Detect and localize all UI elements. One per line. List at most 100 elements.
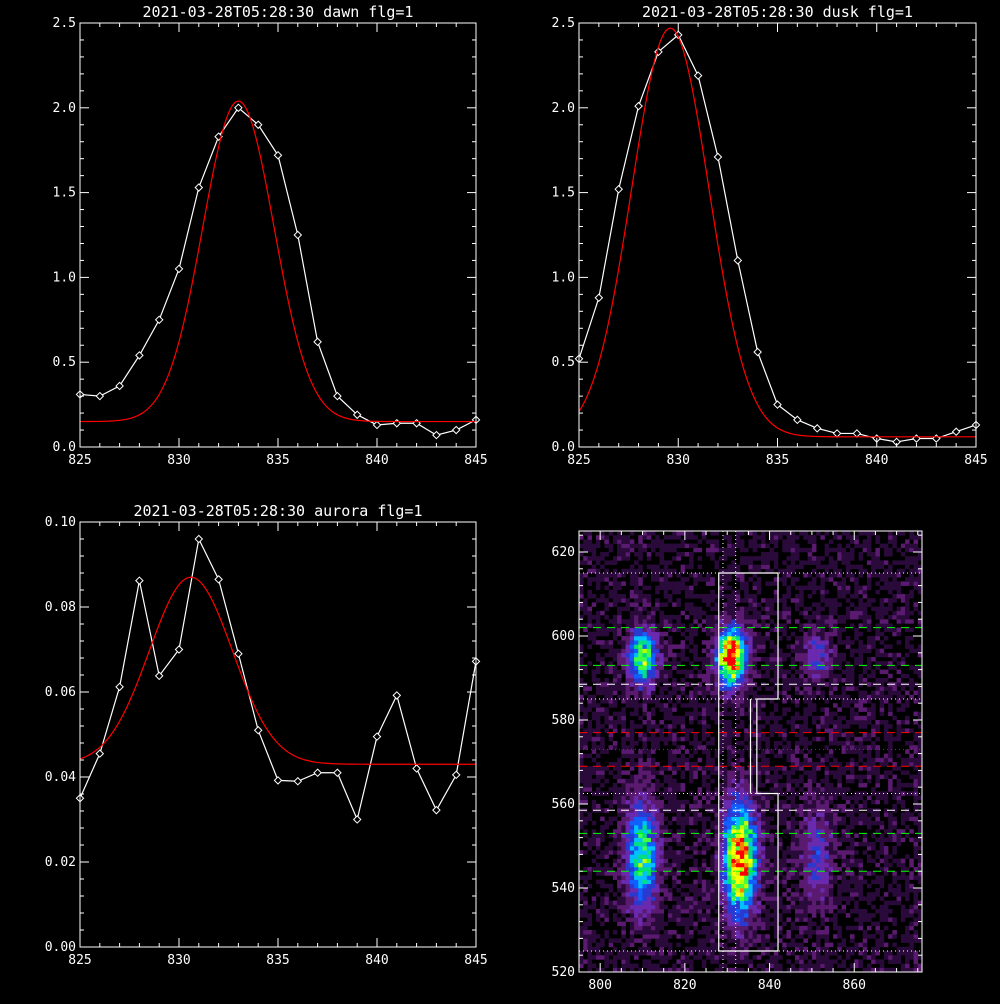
heatmap-cell: [795, 913, 800, 918]
heatmap-cell: [613, 560, 618, 565]
heatmap-cell: [659, 846, 664, 851]
heatmap-cell: [689, 913, 694, 918]
heatmap-cell: [825, 863, 830, 868]
heatmap-cell: [655, 703, 660, 708]
heatmap-cell: [604, 628, 609, 633]
heatmap-cell: [710, 548, 715, 553]
heatmap-cell: [761, 926, 766, 931]
heatmap-cell: [812, 665, 817, 670]
heatmap-cell: [744, 594, 749, 599]
heatmap-cell: [638, 938, 643, 943]
heatmap-cell: [702, 821, 707, 826]
heatmap-cell: [757, 808, 762, 813]
heatmap-cell: [681, 552, 686, 557]
heatmap-cell: [659, 615, 664, 620]
heatmap-cell: [685, 544, 690, 549]
heatmap-cell: [613, 598, 618, 603]
heatmap-cell: [808, 854, 813, 859]
heatmap-cell: [727, 615, 732, 620]
heatmap-cell: [621, 875, 626, 880]
heatmap-cell: [842, 724, 847, 729]
heatmap-cell: [740, 741, 745, 746]
heatmap-cell: [698, 712, 703, 717]
heatmap-cell: [812, 821, 817, 826]
heatmap-cell: [698, 812, 703, 817]
heatmap-cell: [748, 913, 753, 918]
heatmap-cell: [655, 871, 660, 876]
heatmap-cell: [744, 560, 749, 565]
heatmap-cell: [651, 733, 656, 738]
heatmap-cell: [609, 670, 614, 675]
heatmap-cell: [630, 670, 635, 675]
heatmap-cell: [829, 951, 834, 956]
heatmap-cell: [609, 787, 614, 792]
heatmap-cell: [651, 817, 656, 822]
heatmap-cell: [621, 779, 626, 784]
heatmap-cell: [693, 880, 698, 885]
heatmap-cell: [689, 775, 694, 780]
heatmap-cell: [723, 548, 728, 553]
heatmap-cell: [613, 602, 618, 607]
heatmap-cell: [744, 632, 749, 637]
heatmap-cell: [596, 556, 601, 561]
heatmap-cell: [786, 934, 791, 939]
heatmap-cell: [753, 535, 758, 540]
heatmap-cell: [596, 712, 601, 717]
heatmap-cell: [685, 821, 690, 826]
heatmap-cell: [583, 943, 588, 948]
heatmap-cell: [727, 712, 732, 717]
heatmap-cell: [672, 791, 677, 796]
heatmap-cell: [782, 859, 787, 864]
heatmap-cell: [778, 535, 783, 540]
heatmap-cell: [613, 653, 618, 658]
heatmap-cell: [795, 888, 800, 893]
heatmap-cell: [604, 607, 609, 612]
heatmap-cell: [825, 930, 830, 935]
heatmap-cell: [825, 644, 830, 649]
heatmap-cell: [727, 577, 732, 582]
y-tick-label: 0.5: [53, 355, 76, 370]
heatmap-cell: [791, 896, 796, 901]
heatmap-cell: [795, 716, 800, 721]
heatmap-cell: [740, 838, 745, 843]
heatmap-cell: [803, 909, 808, 914]
heatmap-cell: [681, 892, 686, 897]
heatmap-cell: [727, 951, 732, 956]
heatmap-cell: [583, 628, 588, 633]
heatmap-cell: [655, 825, 660, 830]
heatmap-cell: [799, 854, 804, 859]
heatmap-cell: [651, 913, 656, 918]
heatmap-cell: [770, 640, 775, 645]
heatmap-cell: [613, 678, 618, 683]
heatmap-cell: [643, 531, 648, 536]
heatmap-cell: [638, 917, 643, 922]
heatmap-cell: [842, 657, 847, 662]
heatmap-cell: [647, 913, 652, 918]
heatmap-cell: [744, 888, 749, 893]
heatmap-cell: [829, 888, 834, 893]
heatmap-cell: [643, 825, 648, 830]
heatmap-cell: [630, 623, 635, 628]
heatmap-cell: [723, 670, 728, 675]
heatmap-cell: [630, 892, 635, 897]
heatmap-cell: [638, 670, 643, 675]
heatmap-cell: [609, 544, 614, 549]
heatmap-cell: [659, 783, 664, 788]
heatmap-cell: [803, 833, 808, 838]
heatmap-cell: [846, 779, 851, 784]
heatmap-cell: [719, 901, 724, 906]
heatmap-cell: [761, 825, 766, 830]
heatmap-cell: [693, 888, 698, 893]
heatmap-cell: [587, 720, 592, 725]
heatmap-cell: [753, 602, 758, 607]
heatmap-cell: [655, 565, 660, 570]
heatmap-cell: [693, 535, 698, 540]
heatmap-cell: [757, 875, 762, 880]
heatmap-cell: [740, 901, 745, 906]
heatmap-cell: [816, 854, 821, 859]
heatmap-cell: [837, 779, 842, 784]
heatmap-cell: [710, 552, 715, 557]
heatmap-cell: [791, 850, 796, 855]
heatmap-cell: [829, 720, 834, 725]
heatmap-cell: [799, 665, 804, 670]
